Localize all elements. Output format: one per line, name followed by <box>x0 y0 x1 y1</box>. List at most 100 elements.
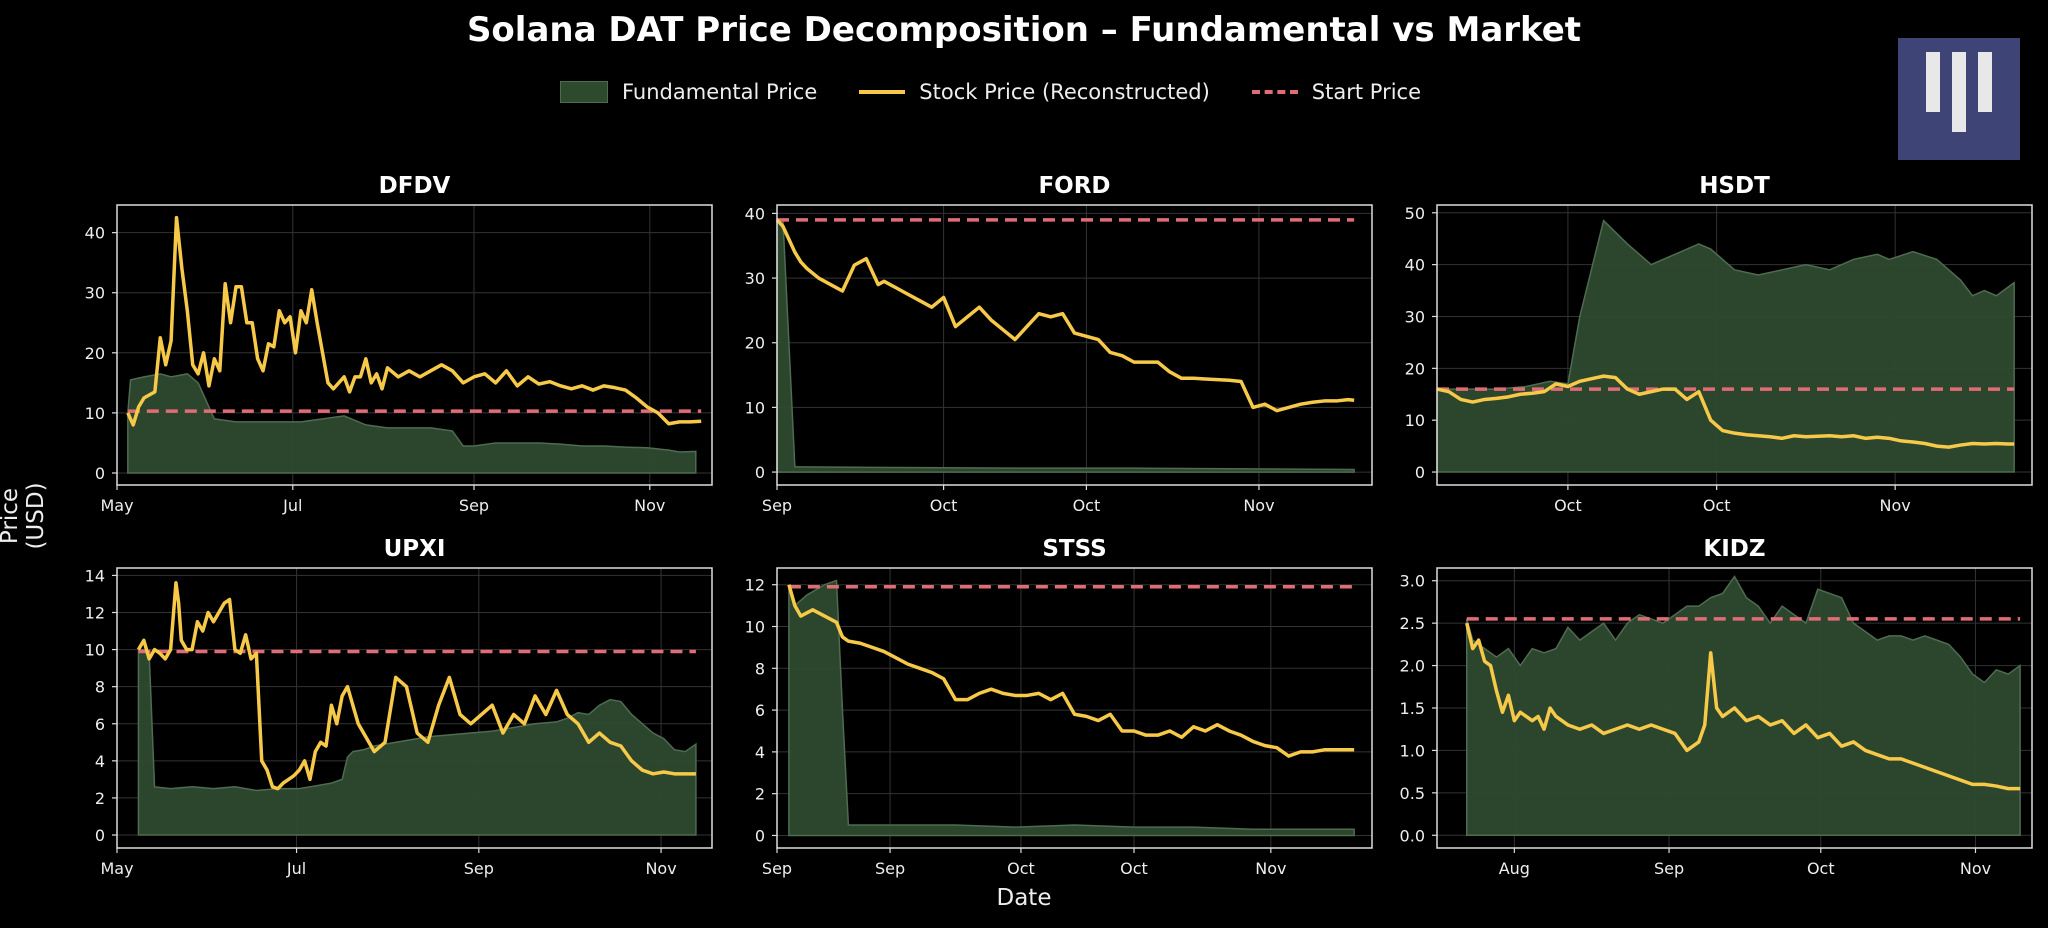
ytick-label-dfdv: 20 <box>85 344 105 363</box>
ytick-label-dfdv: 0 <box>95 464 105 483</box>
ytick-label-upxi: 12 <box>85 604 105 623</box>
ytick-label-ford: 10 <box>745 398 765 417</box>
logo-bar-right <box>1978 52 1992 112</box>
stock-price-line-upxi <box>136 581 696 791</box>
ytick-label-stss: 2 <box>755 785 765 804</box>
xtick-label-ford: Oct <box>930 496 958 515</box>
legend: Fundamental Price Stock Price (Reconstru… <box>560 80 1463 104</box>
ytick-label-stss: 0 <box>755 826 765 845</box>
xtick-label-hsdt: Oct <box>1703 496 1731 515</box>
legend-swatch-start <box>1251 90 1298 94</box>
xtick-label-upxi: Nov <box>645 859 676 878</box>
panel-title-kidz: KIDZ <box>1703 536 1765 562</box>
xtick-label-kidz: Aug <box>1499 859 1530 878</box>
ytick-label-hsdt: 0 <box>1415 463 1425 482</box>
panel-dfdv: DFDV 0 10 20 30 40 May Jul Sep Nov <box>85 173 713 515</box>
ytick-label-upxi: 2 <box>95 789 105 808</box>
xtick-label-upxi: Jul <box>286 859 306 878</box>
ytick-label-kidz: 1.5 <box>1400 699 1425 718</box>
panel-title-dfdv: DFDV <box>379 173 451 199</box>
ytick-label-ford: 0 <box>755 463 765 482</box>
legend-label-stock: Stock Price (Reconstructed) <box>919 80 1210 104</box>
panel-title-hsdt: HSDT <box>1699 173 1770 199</box>
xtick-label-upxi: Sep <box>464 859 494 878</box>
panel-frame-kidz <box>1436 567 2033 849</box>
legend-swatch-fundamental <box>560 81 608 103</box>
legend-item-fundamental: Fundamental Price <box>560 80 817 104</box>
stock-price-line-kidz <box>1465 622 2021 791</box>
xtick-label-kidz: Sep <box>1654 859 1684 878</box>
stock-price-line-dfdv <box>126 215 702 427</box>
ytick-label-dfdv: 10 <box>85 404 105 423</box>
stock-price-line-hsdt <box>1436 374 2015 449</box>
ytick-label-upxi: 0 <box>95 826 105 845</box>
ytick-label-kidz: 0.0 <box>1400 826 1425 845</box>
x-axis-label: Date <box>996 885 1052 911</box>
xtick-label-ford: Oct <box>1073 496 1101 515</box>
xtick-label-ford: Sep <box>762 496 792 515</box>
logo-bar-left <box>1926 52 1940 112</box>
xtick-label-dfdv: May <box>100 496 133 515</box>
legend-label-start: Start Price <box>1311 80 1422 104</box>
ytick-label-upxi: 8 <box>95 678 105 697</box>
stock-price-line-ford <box>775 218 1355 413</box>
ytick-label-ford: 30 <box>745 269 765 288</box>
fundamental-area-hsdt <box>1436 219 2015 473</box>
xtick-label-dfdv: Jul <box>282 496 302 515</box>
xtick-label-ford: Nov <box>1243 496 1274 515</box>
fundamental-area-kidz <box>1466 575 2021 837</box>
ytick-label-dfdv: 30 <box>85 284 105 303</box>
panel-hsdt: HSDT 0 10 20 30 40 50 Oct Oct Nov <box>1405 173 2033 515</box>
xtick-label-hsdt: Nov <box>1880 496 1911 515</box>
figure-title: Solana DAT Price Decomposition – Fundame… <box>466 10 1582 50</box>
xtick-label-stss: Sep <box>762 859 792 878</box>
ytick-label-upxi: 4 <box>95 752 105 771</box>
panel-upxi: UPXI 0 2 4 6 8 10 12 14 May Jul Sep Nov <box>85 536 713 878</box>
panel-frame-dfdv <box>116 204 713 486</box>
panel-title-stss: STSS <box>1042 536 1106 562</box>
xtick-label-kidz: Nov <box>1960 859 1991 878</box>
panel-ford: FORD 0 10 20 30 40 Sep Oct Oct Nov <box>745 173 1373 515</box>
ytick-label-dfdv: 40 <box>85 224 105 243</box>
ytick-label-hsdt: 20 <box>1405 359 1425 378</box>
fundamental-area-stss <box>788 579 1355 837</box>
ytick-label-stss: 6 <box>755 701 765 720</box>
ytick-label-kidz: 0.5 <box>1400 784 1425 803</box>
xtick-label-dfdv: Nov <box>634 496 665 515</box>
ytick-label-hsdt: 40 <box>1405 256 1425 275</box>
stock-price-line-stss <box>787 584 1355 758</box>
legend-swatch-stock <box>859 90 906 94</box>
ytick-label-kidz: 2.5 <box>1400 614 1425 633</box>
panel-kidz: KIDZ 0.0 0.5 1.0 1.5 2.0 2.5 3.0 Aug Sep Oct Nov <box>1400 536 2033 878</box>
panel-frame-ford <box>776 204 1373 486</box>
ytick-label-upxi: 10 <box>85 641 105 660</box>
ytick-label-hsdt: 10 <box>1405 411 1425 430</box>
panel-title-ford: FORD <box>1038 173 1110 199</box>
legend-item-stock: Stock Price (Reconstructed) <box>859 80 1210 104</box>
xtick-label-hsdt: Oct <box>1554 496 1582 515</box>
ytick-label-ford: 40 <box>745 204 765 223</box>
ytick-label-upxi: 6 <box>95 715 105 734</box>
legend-label-fundamental: Fundamental Price <box>622 80 818 104</box>
xtick-label-stss: Nov <box>1255 859 1286 878</box>
ytick-label-kidz: 2.0 <box>1400 657 1425 676</box>
xtick-label-stss: Oct <box>1120 859 1148 878</box>
ytick-label-stss: 8 <box>755 659 765 678</box>
ytick-label-hsdt: 30 <box>1405 307 1425 326</box>
fundamental-area-dfdv <box>127 373 697 474</box>
ytick-label-stss: 4 <box>755 743 765 762</box>
xtick-label-kidz: Oct <box>1807 859 1835 878</box>
panel-frame-hsdt <box>1436 204 2033 486</box>
xtick-label-upxi: May <box>100 859 133 878</box>
panel-stss: STSS 0 2 4 6 8 10 12 Sep Sep Oct Oct Nov <box>745 536 1373 878</box>
xtick-label-stss: Oct <box>1007 859 1035 878</box>
ytick-label-kidz: 3.0 <box>1400 572 1425 591</box>
panel-frame-upxi <box>116 567 713 849</box>
panel-frame-stss <box>776 567 1373 849</box>
fundamental-area-ford <box>776 219 1355 473</box>
panel-title-upxi: UPXI <box>384 536 446 562</box>
ytick-label-stss: 10 <box>745 618 765 637</box>
logo-bar-center <box>1952 52 1966 132</box>
ytick-label-stss: 12 <box>745 576 765 595</box>
